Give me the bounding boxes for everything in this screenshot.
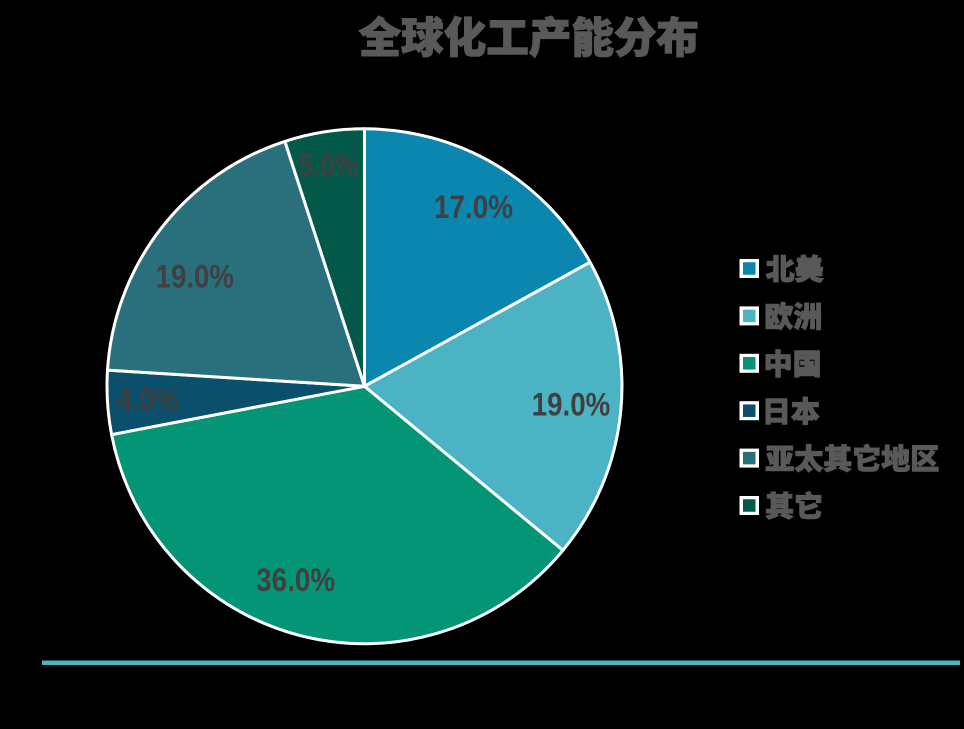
svg-text:4.0%: 4.0% <box>116 382 179 418</box>
svg-text:19.0%: 19.0% <box>156 259 235 295</box>
svg-text:5.0%: 5.0% <box>299 147 359 183</box>
svg-text:17.0%: 17.0% <box>434 189 513 225</box>
svg-text:19.0%: 19.0% <box>532 387 611 423</box>
svg-text:36.0%: 36.0% <box>256 562 335 598</box>
